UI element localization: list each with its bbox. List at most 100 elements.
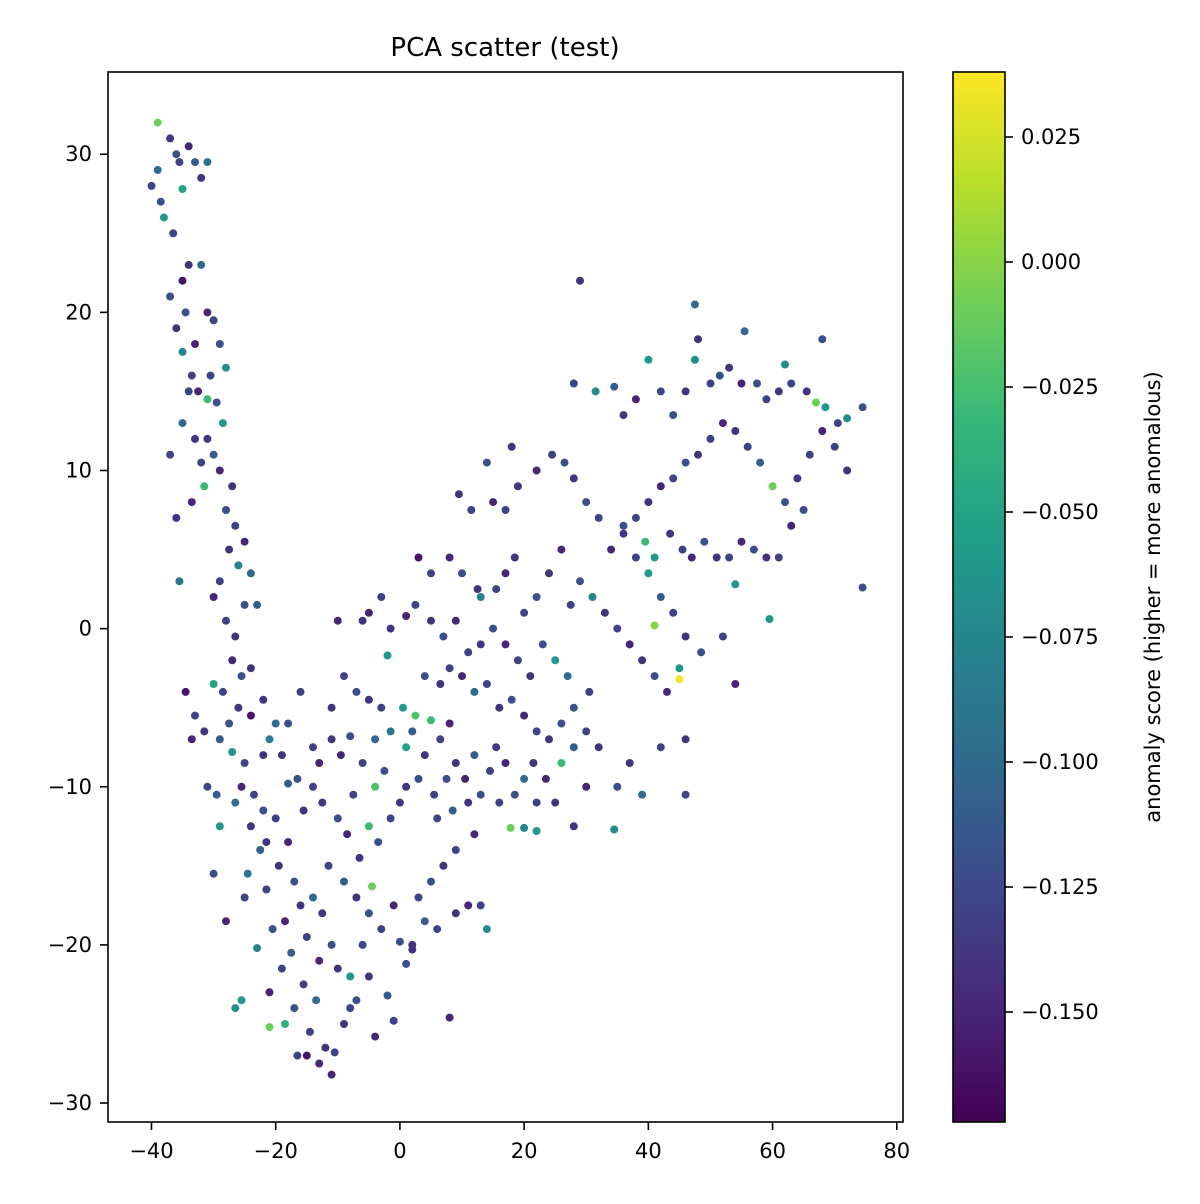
data-point <box>222 917 230 926</box>
data-point <box>178 185 187 193</box>
data-point <box>681 790 690 799</box>
data-point <box>501 759 510 767</box>
data-point <box>427 569 435 578</box>
data-point <box>557 545 566 554</box>
data-point <box>675 664 684 673</box>
data-point <box>489 498 498 507</box>
data-point <box>181 687 190 696</box>
data-point <box>315 956 324 965</box>
colorbar-tick-label: −0.100 <box>1021 750 1099 774</box>
data-point <box>380 766 389 775</box>
data-point <box>296 687 305 696</box>
data-point <box>858 403 867 412</box>
data-point <box>327 940 336 949</box>
data-point <box>600 608 609 617</box>
data-point <box>402 782 411 791</box>
data-point <box>305 1027 314 1036</box>
data-point <box>402 612 411 620</box>
data-point <box>184 142 193 151</box>
data-point <box>237 996 246 1005</box>
data-point <box>799 506 808 514</box>
data-point <box>495 798 504 807</box>
data-point <box>408 727 417 736</box>
colorbar-tick-label: −0.125 <box>1021 875 1099 899</box>
data-point <box>346 1004 355 1013</box>
data-point <box>833 419 842 428</box>
plot-frame <box>107 71 904 1123</box>
data-point <box>749 545 758 554</box>
data-point <box>439 861 448 870</box>
data-point <box>377 703 386 712</box>
data-point <box>259 806 268 815</box>
data-point <box>492 743 501 752</box>
data-point <box>166 292 175 301</box>
data-point <box>793 474 802 483</box>
data-point <box>445 719 454 728</box>
data-point <box>551 798 560 807</box>
data-point <box>302 933 311 941</box>
data-point <box>290 877 299 886</box>
data-point <box>607 545 616 554</box>
data-point <box>625 640 634 649</box>
data-point <box>507 695 516 704</box>
data-point <box>402 743 411 752</box>
data-point <box>386 814 395 823</box>
data-point <box>197 458 206 467</box>
data-point <box>343 830 352 839</box>
data-point <box>805 450 814 459</box>
data-point <box>250 790 258 799</box>
data-point <box>489 624 498 633</box>
x-tick-label: 60 <box>759 1139 786 1163</box>
data-point <box>569 743 578 752</box>
data-point <box>737 537 746 546</box>
data-point <box>327 1070 336 1079</box>
data-point <box>762 395 771 404</box>
data-point <box>299 980 308 989</box>
data-point <box>262 885 271 894</box>
data-point <box>259 695 268 704</box>
colorbar-tick-label: 0.000 <box>1021 250 1081 274</box>
data-point <box>399 703 407 712</box>
data-point <box>731 427 740 435</box>
data-point <box>411 711 420 720</box>
data-point <box>507 442 516 451</box>
data-point <box>408 945 417 954</box>
data-point <box>203 434 212 443</box>
data-point <box>470 830 479 839</box>
data-point <box>222 506 230 514</box>
data-point <box>569 703 578 712</box>
data-point <box>256 846 265 854</box>
x-tick-label: −20 <box>254 1139 298 1163</box>
data-point <box>330 1048 339 1057</box>
data-point <box>212 398 221 407</box>
data-point <box>706 434 715 443</box>
data-point <box>740 327 749 336</box>
data-point <box>184 260 193 269</box>
y-tick-label: 30 <box>65 142 92 166</box>
x-tick-label: −40 <box>129 1139 173 1163</box>
data-point <box>203 782 212 791</box>
data-point <box>240 537 249 546</box>
data-point <box>464 901 473 910</box>
data-point <box>200 727 209 736</box>
data-point <box>436 680 445 688</box>
data-point <box>569 474 578 483</box>
data-point <box>197 260 206 269</box>
data-point <box>765 615 774 624</box>
data-point <box>619 411 628 420</box>
data-point <box>557 759 566 767</box>
data-point <box>191 711 199 720</box>
data-point <box>753 379 761 388</box>
data-point <box>610 825 619 834</box>
x-tick-label: 80 <box>883 1139 910 1163</box>
x-axis: −40 −20 0 20 40 60 80 <box>129 1122 910 1163</box>
data-point <box>700 537 709 546</box>
data-point <box>225 545 234 554</box>
data-point <box>327 703 336 712</box>
data-point <box>715 371 724 380</box>
data-point <box>318 909 327 918</box>
data-point <box>327 735 336 744</box>
data-point <box>513 656 522 665</box>
data-point <box>312 996 321 1005</box>
